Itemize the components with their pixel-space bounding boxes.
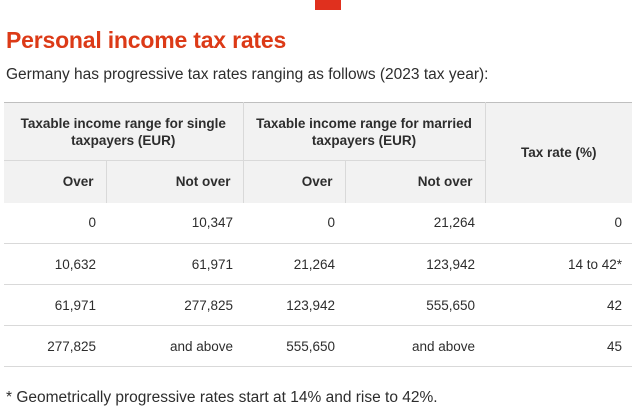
- table-row: 61,971 277,825 123,942 555,650 42: [4, 284, 633, 326]
- cell-tax-rate: 45: [485, 325, 633, 367]
- cell-married-not-over: 21,264: [345, 202, 486, 244]
- table-row: 10,632 61,971 21,264 123,942 14 to 42*: [4, 243, 633, 285]
- cell-married-over: 123,942: [243, 284, 346, 326]
- header-single-not-over: Not over: [106, 160, 244, 203]
- table-row: 0 10,347 0 21,264 0: [4, 202, 633, 244]
- footnote: * Geometrically progressive rates start …: [6, 389, 438, 406]
- cell-tax-rate: 14 to 42*: [485, 243, 633, 285]
- cell-married-not-over: and above: [345, 325, 486, 367]
- header-single-over: Over: [4, 160, 107, 203]
- cell-married-over: 21,264: [243, 243, 346, 285]
- tax-rate-table: Taxable income range for single taxpayer…: [4, 102, 633, 367]
- cell-single-not-over: and above: [106, 325, 244, 367]
- cell-tax-rate: 0: [485, 202, 633, 244]
- page-subtitle: Germany has progressive tax rates rangin…: [6, 66, 489, 83]
- header-married-not-over: Not over: [345, 160, 486, 203]
- cell-single-not-over: 277,825: [106, 284, 244, 326]
- cell-tax-rate: 42: [485, 284, 633, 326]
- cell-married-not-over: 555,650: [345, 284, 486, 326]
- page-title: Personal income tax rates: [6, 27, 287, 53]
- header-single-taxpayers: Taxable income range for single taxpayer…: [4, 102, 244, 161]
- cell-single-over: 10,632: [4, 243, 106, 285]
- header-married-taxpayers: Taxable income range for married taxpaye…: [243, 102, 486, 161]
- cell-single-over: 61,971: [4, 284, 106, 326]
- cell-single-over: 0: [4, 202, 106, 244]
- tax-rate-table-container: Taxable income range for single taxpayer…: [4, 102, 633, 367]
- cell-married-over: 0: [243, 202, 346, 244]
- cell-married-not-over: 123,942: [345, 243, 486, 285]
- header-tax-rate: Tax rate (%): [485, 102, 633, 203]
- cell-married-over: 555,650: [243, 325, 346, 367]
- header-married-over: Over: [243, 160, 346, 203]
- cell-single-not-over: 10,347: [106, 202, 244, 244]
- cell-single-not-over: 61,971: [106, 243, 244, 285]
- table-header: Taxable income range for single taxpayer…: [4, 102, 633, 203]
- cell-single-over: 277,825: [4, 325, 106, 367]
- table-body: 0 10,347 0 21,264 0 10,632 61,971 21,264…: [4, 202, 633, 367]
- table-row: 277,825 and above 555,650 and above 45: [4, 325, 633, 367]
- accent-bar: [315, 0, 341, 10]
